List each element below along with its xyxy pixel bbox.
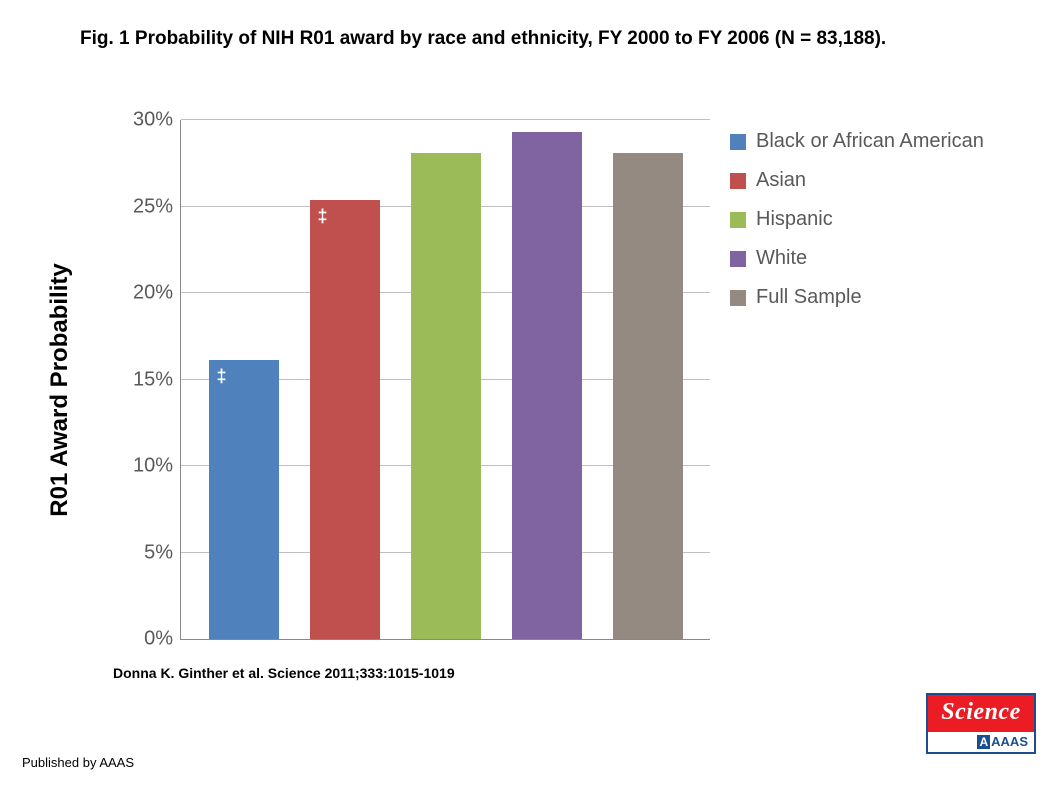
bar-chart: R01 Award Probability ‡‡ 0%5%10%15%20%25… xyxy=(70,110,990,670)
bar: ‡ xyxy=(310,200,380,639)
legend-item: White xyxy=(730,247,984,270)
y-tick-label: 20% xyxy=(133,282,181,305)
legend-swatch xyxy=(730,290,746,306)
legend-swatch xyxy=(730,212,746,228)
legend-swatch xyxy=(730,173,746,189)
bar-marker-icon: ‡ xyxy=(217,366,227,387)
legend-label: Black or African American xyxy=(756,130,984,153)
bar xyxy=(411,153,481,639)
legend-label: White xyxy=(756,247,807,270)
bar: ‡ xyxy=(209,360,279,639)
legend-item: Hispanic xyxy=(730,208,984,231)
legend-label: Asian xyxy=(756,169,806,192)
legend-swatch xyxy=(730,251,746,267)
science-logo-top: Science xyxy=(928,695,1034,732)
legend: Black or African American Asian Hispanic Wh… xyxy=(730,130,984,325)
legend-item: Asian xyxy=(730,169,984,192)
bar-marker-icon: ‡ xyxy=(318,206,328,227)
y-tick-label: 30% xyxy=(133,109,181,132)
y-tick-label: 0% xyxy=(144,628,181,651)
y-tick-label: 15% xyxy=(133,368,181,391)
y-tick-label: 25% xyxy=(133,195,181,218)
plot-area: ‡‡ 0%5%10%15%20%25%30% xyxy=(180,120,710,640)
legend-label: Hispanic xyxy=(756,208,833,231)
bars-group: ‡‡ xyxy=(181,120,710,639)
y-tick-label: 10% xyxy=(133,455,181,478)
science-logo: Science AAAAS xyxy=(926,693,1036,754)
bar xyxy=(613,153,683,639)
bar xyxy=(512,132,582,639)
legend-swatch xyxy=(730,134,746,150)
legend-item: Black or African American xyxy=(730,130,984,153)
published-by-text: Published by AAAS xyxy=(22,755,134,770)
y-axis-label: R01 Award Probability xyxy=(46,263,74,516)
figure-title: Fig. 1 Probability of NIH R01 award by r… xyxy=(80,28,998,50)
legend-item: Full Sample xyxy=(730,286,984,309)
legend-label: Full Sample xyxy=(756,286,862,309)
citation-text: Donna K. Ginther et al. Science 2011;333… xyxy=(113,665,455,681)
y-tick-label: 5% xyxy=(144,541,181,564)
science-logo-bottom: AAAAS xyxy=(928,732,1034,752)
